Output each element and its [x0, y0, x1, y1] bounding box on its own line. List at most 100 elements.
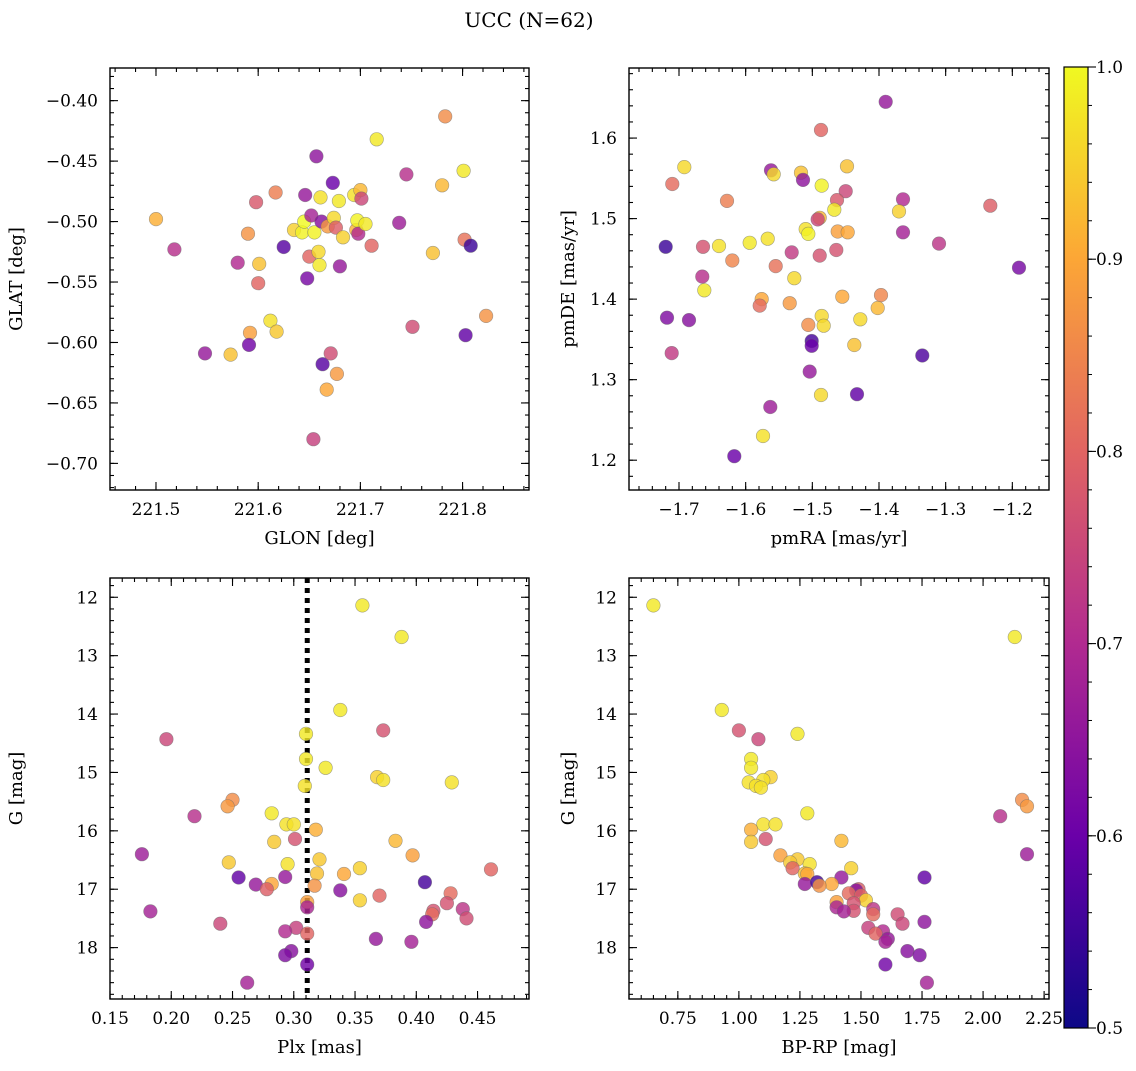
data-point: [364, 238, 379, 253]
data-point: [143, 904, 158, 919]
data-point: [983, 198, 998, 213]
data-point: [280, 856, 295, 872]
data-point: [813, 122, 829, 138]
data-point: [312, 852, 327, 867]
data-point: [167, 242, 182, 257]
data-point: [915, 348, 930, 363]
x-tick-label: 1.00: [720, 1009, 758, 1029]
data-point: [931, 236, 947, 251]
data-point: [352, 861, 368, 876]
data-point: [714, 702, 729, 718]
x-tick-label: 0.25: [214, 1009, 252, 1029]
data-point: [318, 760, 333, 775]
colorbar-tick-label: 0.7: [1096, 635, 1123, 655]
y-tick-label: 1.6: [590, 129, 617, 149]
data-point: [725, 253, 740, 268]
data-point: [331, 193, 347, 209]
data-point: [804, 338, 819, 353]
data-point: [785, 861, 800, 876]
data-point: [298, 187, 313, 203]
data-point: [354, 191, 369, 206]
data-point: [405, 319, 420, 334]
data-point: [838, 184, 853, 199]
data-point: [866, 907, 881, 922]
y-tick-label: 15: [76, 763, 98, 783]
data-point: [665, 176, 680, 192]
data-point: [664, 346, 679, 361]
x-tick-label: −1.4: [858, 500, 899, 520]
data-point: [438, 109, 453, 124]
data-point: [220, 799, 235, 814]
data-point: [419, 914, 434, 930]
y-tick-label: −0.40: [46, 92, 98, 112]
x-axis-label: BP-RP [mag]: [781, 1037, 896, 1058]
x-tick-label: 0.45: [459, 1009, 497, 1029]
data-point: [307, 225, 322, 240]
data-point: [252, 256, 267, 272]
data-point: [263, 313, 278, 328]
data-point: [755, 428, 771, 444]
data-point: [743, 822, 759, 837]
data-point: [695, 239, 711, 254]
y-tick-label: 12: [595, 588, 617, 608]
data-point: [444, 775, 459, 790]
data-point: [834, 833, 849, 848]
x-tick-label: 1.50: [842, 1009, 880, 1029]
y-tick-label: 1.4: [590, 290, 617, 310]
data-point: [269, 324, 284, 339]
data-point: [267, 834, 282, 850]
data-point: [878, 934, 893, 949]
y-tick-label: −0.45: [46, 152, 98, 172]
data-point: [388, 833, 403, 848]
y-axis-label: G [mag]: [558, 752, 579, 825]
y-axis-label: G [mag]: [6, 752, 27, 825]
data-point: [392, 215, 407, 230]
x-tick-label: 221.6: [234, 500, 283, 520]
data-point: [1019, 847, 1035, 862]
data-point: [801, 317, 816, 333]
data-point: [752, 298, 767, 313]
data-point: [311, 244, 326, 259]
data-point: [328, 220, 344, 235]
x-tick-label: −1.5: [792, 500, 833, 520]
colorbar-tick-label: 0.9: [1096, 250, 1123, 270]
colorbar-tick-label: 0.6: [1096, 827, 1123, 847]
data-point: [456, 163, 471, 178]
data-point: [1007, 629, 1022, 645]
data-point: [240, 975, 255, 990]
data-point: [919, 975, 935, 990]
data-point: [812, 248, 827, 263]
data-point: [697, 283, 712, 298]
y-tick-label: 15: [595, 763, 617, 783]
data-point: [812, 878, 827, 893]
data-point: [895, 225, 911, 240]
scatter-panel-2: −1.7 −1.6 −1.5 −1.4 −1.3 −1.2 1.2 1.3 1.4 1.5 1.6 p…: [558, 67, 1050, 549]
data-point: [329, 366, 345, 382]
data-point: [308, 822, 323, 837]
x-tick-label: 0.15: [91, 1009, 129, 1029]
data-point: [790, 726, 805, 742]
x-tick-label: 0.75: [659, 1009, 697, 1029]
data-point: [756, 817, 771, 832]
data-point: [358, 216, 373, 232]
data-point: [319, 382, 334, 397]
data-point: [336, 866, 352, 882]
y-tick-label: 12: [76, 588, 98, 608]
data-point: [259, 882, 274, 897]
plot-frame: [628, 67, 1050, 491]
data-point: [810, 212, 825, 227]
data-point: [300, 900, 315, 915]
y-tick-label: −0.55: [46, 273, 98, 293]
data-point: [479, 308, 494, 324]
data-point: [297, 778, 312, 794]
data-point: [240, 226, 256, 241]
plot-frame: [109, 577, 530, 1000]
data-point: [853, 312, 868, 327]
data-point: [333, 883, 348, 898]
scatter-points: [646, 598, 1035, 990]
data-point: [405, 848, 420, 863]
data-point: [847, 337, 862, 353]
data-point: [802, 364, 817, 379]
data-point: [784, 245, 799, 260]
data-point: [351, 226, 366, 241]
